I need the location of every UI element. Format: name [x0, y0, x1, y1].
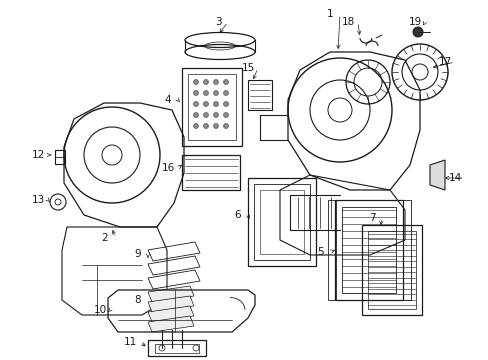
Circle shape — [223, 90, 228, 95]
Bar — [327, 200, 335, 300]
Bar — [260, 190, 304, 254]
Circle shape — [223, 102, 228, 107]
Circle shape — [213, 90, 218, 95]
Text: 17: 17 — [437, 57, 451, 67]
Circle shape — [203, 123, 208, 129]
Circle shape — [223, 123, 228, 129]
Circle shape — [193, 80, 198, 85]
Text: 3: 3 — [214, 17, 221, 27]
Circle shape — [213, 80, 218, 85]
Text: 19: 19 — [407, 17, 421, 27]
Text: 18: 18 — [341, 17, 354, 27]
Text: 8: 8 — [134, 295, 141, 305]
Circle shape — [223, 113, 228, 117]
Circle shape — [203, 113, 208, 117]
Circle shape — [223, 80, 228, 85]
Bar — [247, 80, 271, 110]
Circle shape — [193, 90, 198, 95]
Bar — [155, 344, 199, 353]
Text: 4: 4 — [164, 95, 171, 105]
Bar — [334, 200, 402, 300]
Text: 10: 10 — [93, 305, 106, 315]
Bar — [182, 155, 240, 190]
Circle shape — [213, 113, 218, 117]
Text: 14: 14 — [447, 173, 461, 183]
Bar — [247, 178, 315, 266]
Text: 7: 7 — [368, 213, 375, 223]
Circle shape — [193, 123, 198, 129]
Circle shape — [213, 102, 218, 107]
Bar — [367, 231, 415, 309]
Text: 12: 12 — [31, 150, 44, 160]
Circle shape — [203, 90, 208, 95]
Bar — [253, 184, 309, 260]
Circle shape — [203, 80, 208, 85]
Polygon shape — [148, 316, 194, 332]
Bar — [187, 74, 236, 140]
Circle shape — [193, 102, 198, 107]
Circle shape — [213, 123, 218, 129]
Text: 16: 16 — [161, 163, 174, 173]
Text: 2: 2 — [102, 233, 108, 243]
Text: 6: 6 — [234, 210, 241, 220]
Polygon shape — [148, 286, 194, 302]
Text: 13: 13 — [31, 195, 44, 205]
Text: 9: 9 — [134, 249, 141, 259]
Bar — [55, 150, 65, 164]
Text: 1: 1 — [326, 9, 333, 19]
Circle shape — [412, 27, 422, 37]
Polygon shape — [429, 160, 444, 190]
Bar — [182, 68, 242, 146]
Bar — [341, 207, 395, 293]
Circle shape — [203, 102, 208, 107]
Circle shape — [193, 113, 198, 117]
Text: 11: 11 — [123, 337, 136, 347]
Polygon shape — [148, 306, 194, 322]
Bar — [361, 225, 421, 315]
Polygon shape — [148, 296, 194, 312]
Bar — [148, 340, 205, 356]
Bar — [402, 200, 410, 300]
Text: 5: 5 — [316, 247, 323, 257]
Text: 15: 15 — [241, 63, 254, 73]
